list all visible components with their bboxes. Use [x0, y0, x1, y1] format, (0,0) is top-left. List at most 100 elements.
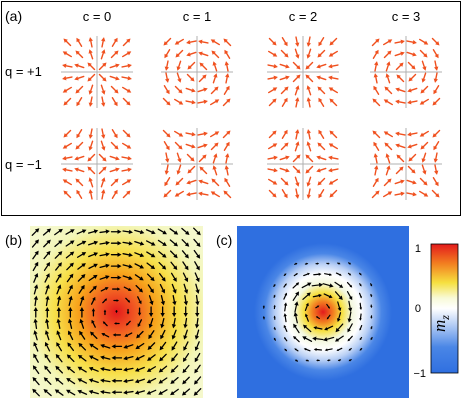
field-arrow: [175, 49, 184, 58]
skyrmion-arrow-head: [273, 294, 276, 297]
swirl-arrow-shaft: [57, 391, 64, 396]
field-arrow-head: [272, 87, 278, 92]
swirl-arrow-head: [159, 345, 164, 351]
swirl-arrow-shaft: [87, 230, 96, 234]
field-arrow: [100, 84, 106, 95]
field-arrow-head: [186, 40, 191, 45]
skyrmion-arrow: [302, 292, 311, 300]
field-arrow-head: [328, 168, 333, 173]
field-arrow-shaft: [197, 88, 205, 93]
swirl-arrow-head: [56, 330, 61, 335]
field-arrow-shaft: [434, 129, 441, 136]
field-arrow-shaft: [419, 190, 426, 196]
swirl-arrow: [181, 239, 190, 247]
field-arrow: [305, 61, 314, 70]
field-arrow: [176, 164, 182, 175]
field-arrow-head: [434, 53, 439, 59]
field-arrow: [281, 37, 288, 47]
field-arrow-head: [202, 74, 207, 79]
swirl-arrow-head: [92, 285, 97, 290]
field-arrow-head: [166, 133, 171, 138]
swirl-arrow-shaft: [80, 333, 86, 340]
swirl-arrow: [54, 389, 64, 396]
swirl-arrow-head: [77, 366, 83, 371]
field-arrow: [212, 165, 218, 176]
field-arrow-shaft: [385, 168, 390, 176]
colorbar-tick-bottom: −1: [413, 368, 426, 380]
swirl-arrow-head: [45, 307, 50, 311]
field-arrow-head: [412, 192, 417, 197]
field-arrow-shaft: [319, 132, 325, 139]
skyrmion-arrow-head: [295, 282, 300, 286]
skyrmion-arrow-shaft: [338, 312, 342, 320]
swirl-arrow-head: [161, 277, 166, 282]
swirl-arrow-head: [151, 230, 156, 235]
field-arrow-head: [213, 73, 218, 78]
swirl-arrow-head: [67, 342, 72, 347]
swirl-arrow-shaft: [57, 379, 64, 385]
skyrmion-arrow-head: [317, 305, 320, 308]
field-arrow-head: [88, 134, 93, 139]
field-arrow-shaft: [292, 156, 299, 163]
field-arrow-shaft: [331, 157, 339, 160]
skyrmion-arrow: [336, 312, 342, 323]
field-arrow: [162, 97, 171, 106]
skyrmion-arrow-shaft: [284, 304, 287, 312]
field-arrow-shaft: [267, 168, 275, 171]
swirl-arrow-shaft: [91, 356, 99, 361]
swirl-arrow-head: [101, 332, 106, 337]
swirl-arrow-head: [123, 390, 128, 395]
skyrmion-arrow-head: [359, 296, 362, 299]
skyrmion-arrow-head: [262, 305, 265, 308]
field-arrow-shaft: [295, 188, 298, 196]
swirl-arrow-shaft: [91, 379, 99, 384]
field-arrow-head: [190, 157, 195, 162]
swirl-arrow-head: [161, 288, 166, 294]
swirl-arrow-head: [89, 343, 94, 348]
field-arrow: [316, 63, 327, 69]
skyrmion-arrow-head: [295, 273, 298, 276]
field-arrow: [198, 51, 209, 57]
panel-a-label: (a): [5, 8, 22, 24]
swirl-arrow-shaft: [182, 261, 187, 268]
swirl-arrow-head: [126, 312, 130, 315]
swirl-arrow-shaft: [91, 345, 99, 350]
swirl-arrow-head: [33, 307, 38, 311]
skyrmion-arrow: [337, 301, 342, 312]
field-arrow-head: [395, 143, 400, 148]
field-arrow-shaft: [77, 85, 84, 92]
field-arrow-head: [387, 50, 392, 55]
swirl-arrow-shaft: [172, 388, 179, 394]
field-arrow: [268, 37, 277, 46]
swirl-arrow: [146, 389, 157, 395]
field-arrow-head: [75, 145, 80, 150]
field-arrow-shaft: [77, 155, 85, 160]
field-arrow-shaft: [383, 40, 390, 46]
swirl-arrow-head: [127, 300, 131, 303]
field-arrow: [101, 96, 106, 107]
field-arrow-shaft: [268, 50, 275, 56]
field-arrow-shaft: [394, 41, 402, 44]
swirl-arrow-shaft: [88, 276, 95, 282]
panel-c-heatmap: [237, 226, 409, 398]
field-arrow: [280, 49, 289, 58]
swirl-arrow: [111, 390, 123, 395]
swirl-arrow: [170, 272, 177, 282]
field-arrow: [186, 40, 197, 45]
swirl-arrow-shaft: [68, 298, 72, 307]
field-arrow-head: [385, 153, 390, 158]
swirl-arrow: [88, 389, 99, 395]
field-arrow: [197, 87, 208, 93]
skyrmion-arrow-head: [370, 306, 373, 309]
skyrmion-arrow-head: [295, 262, 298, 265]
swirl-arrow-head: [194, 368, 199, 374]
swirl-arrow: [169, 239, 178, 247]
field-arrow-shaft: [225, 76, 228, 84]
field-arrow-head: [198, 191, 203, 196]
swirl-arrow-shaft: [92, 322, 96, 328]
field-arrow-shaft: [100, 52, 105, 60]
field-arrow-head: [296, 169, 301, 174]
field-arrow-shaft: [201, 64, 208, 71]
field-arrow-shaft: [225, 156, 228, 164]
field-arrow-shaft: [422, 85, 429, 92]
